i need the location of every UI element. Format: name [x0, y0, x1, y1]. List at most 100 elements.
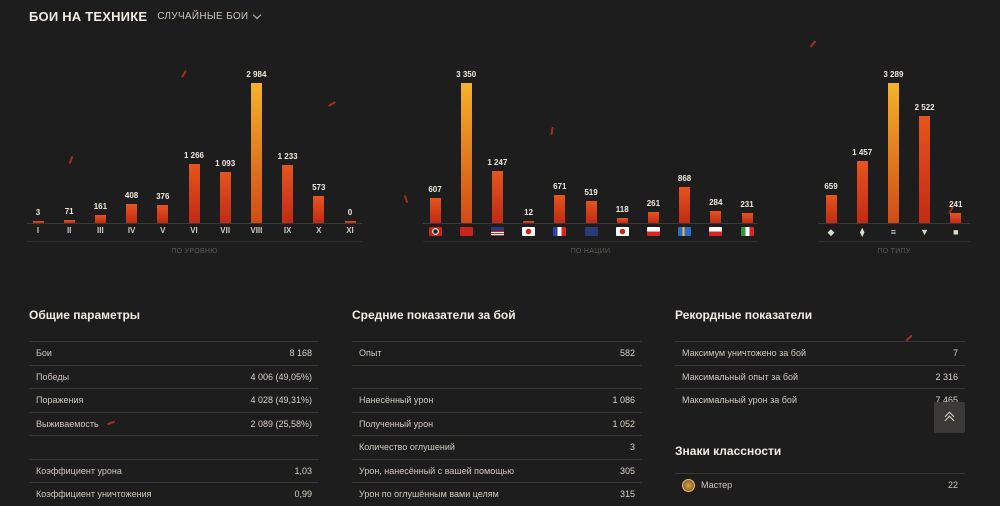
- bar[interactable]: [887, 83, 899, 223]
- bar-value-label: 1 457: [852, 148, 873, 157]
- stat-row: Победы 4 006 (49,05%): [29, 364, 319, 389]
- stat-label: Бои: [36, 348, 52, 359]
- bar-column: 1 233: [278, 40, 298, 223]
- bar[interactable]: [554, 195, 566, 223]
- bar[interactable]: [126, 204, 138, 223]
- header: БОИ НА ТЕХНИКЕ СЛУЧАЙНЫЕ БОИ: [29, 9, 262, 24]
- bar[interactable]: [460, 83, 472, 223]
- stat-value: 0,99: [294, 489, 312, 500]
- stat-row: Бои 8 168: [29, 341, 319, 365]
- bar[interactable]: [282, 165, 294, 223]
- chart-x-labels: ◆ ⧫ ≡ ▼ ■: [818, 226, 970, 240]
- bar-column: 2 984: [246, 40, 266, 223]
- mastery-badges-panel: Знаки классности Мастер 22: [675, 444, 965, 496]
- stat-value: 2 316: [935, 371, 958, 382]
- bar[interactable]: [523, 221, 535, 223]
- germany-flag-icon: [428, 227, 442, 236]
- stat-value: 305: [619, 465, 635, 476]
- bar-value-label: 261: [646, 199, 661, 208]
- bar[interactable]: [429, 198, 441, 223]
- bar-column: 1 247: [487, 40, 507, 223]
- bar[interactable]: [219, 172, 231, 223]
- bar-column: 671: [550, 40, 570, 223]
- decorative-spark: [403, 194, 409, 204]
- bar[interactable]: [856, 161, 868, 223]
- stat-value: 4 028 (49,31%): [250, 395, 312, 406]
- stat-row: Количество оглушений 3: [352, 435, 642, 459]
- bar[interactable]: [344, 221, 356, 223]
- bar[interactable]: [188, 164, 200, 223]
- bar-value-label: 573: [312, 183, 326, 192]
- bar-column: 408: [122, 40, 142, 223]
- panel-title: Средние показатели за бой: [352, 308, 516, 322]
- spg-icon: ■: [953, 227, 959, 237]
- bar[interactable]: [679, 187, 691, 223]
- france-flag-icon: [553, 227, 567, 236]
- bar[interactable]: [491, 171, 503, 223]
- bar[interactable]: [32, 221, 44, 223]
- tier-label: VI: [190, 226, 198, 235]
- bar-value-label: 231: [740, 200, 754, 209]
- bar[interactable]: [919, 116, 931, 223]
- bar-column: 241: [946, 40, 966, 223]
- bar[interactable]: [825, 195, 837, 223]
- bar[interactable]: [647, 212, 659, 223]
- bar-column: 1 457: [852, 40, 872, 223]
- stat-row: Опыт 582: [352, 341, 642, 365]
- stat-row: Нанесённый урон 1 086: [352, 388, 642, 412]
- stat-value: 8 168: [289, 348, 312, 359]
- bar[interactable]: [585, 201, 597, 223]
- stat-value: 2 089 (25,58%): [250, 418, 312, 429]
- stat-label: Победы: [36, 371, 70, 382]
- light-tank-icon: ◆: [827, 227, 835, 237]
- bar[interactable]: [950, 213, 962, 223]
- panel-title: Знаки классности: [675, 444, 782, 458]
- stat-value: 1,03: [294, 465, 312, 476]
- stats-rows: Опыт 582 Нанесённый урон 1 086 Полученный ур…: [352, 341, 642, 506]
- stat-row: Максимальный урон за бой 7 465: [675, 388, 965, 412]
- stat-row: Коэффициент урона 1,03: [29, 458, 319, 483]
- bar[interactable]: [157, 205, 169, 223]
- japan-flag-icon: [615, 227, 629, 236]
- bar-value-label: 2 984: [246, 70, 267, 79]
- chevron-down-icon: [253, 10, 262, 20]
- heavy-tank-icon: ≡: [890, 227, 897, 237]
- stat-label: Максимальный урон за бой: [682, 395, 797, 406]
- stat-row: Полученный урон 1 052: [352, 411, 642, 436]
- tier-label: X: [316, 226, 322, 235]
- bar[interactable]: [313, 196, 325, 223]
- bar-value-label: 0: [347, 208, 353, 217]
- battle-type-dropdown[interactable]: СЛУЧАЙНЫЕ БОИ: [157, 10, 262, 22]
- chart-by-type: 659 1 457 3 289 2 522 241 ◆ ⧫ ≡ ▼ ■ ПО ТИПУ: [818, 40, 970, 255]
- chart-x-caption: ПО НАЦИИ: [570, 248, 611, 255]
- tier-label: V: [160, 226, 166, 235]
- tier-label: VII: [220, 226, 231, 235]
- scroll-to-top-button[interactable]: [934, 402, 965, 433]
- bar[interactable]: [63, 220, 75, 223]
- stat-row: Максимум уничтожено за бой 7: [675, 341, 965, 365]
- czech-flag-icon: [646, 227, 660, 236]
- panel-title: Общие параметры: [29, 308, 141, 322]
- bar-column: 284: [706, 40, 726, 223]
- bar-value-label: 868: [677, 174, 692, 183]
- stat-value: 315: [619, 489, 635, 500]
- decorative-spark: [809, 40, 817, 48]
- bar-value-label: 3 350: [456, 70, 477, 79]
- bar-column: 231: [737, 40, 757, 223]
- stat-value: 1 052: [612, 418, 635, 429]
- bar[interactable]: [250, 83, 262, 223]
- bar[interactable]: [94, 215, 106, 223]
- bar[interactable]: [741, 213, 753, 223]
- bar-value-label: 659: [824, 182, 838, 191]
- bar-value-label: 671: [553, 182, 567, 191]
- stats-rows: Максимум уничтожено за бой 7 Максимальный …: [675, 341, 965, 412]
- chart-axis: [818, 223, 970, 224]
- china-flag-icon: [522, 227, 536, 236]
- chart-x-labels: I II III IV V VI VII VIII IX X XI: [27, 226, 362, 240]
- bar-value-label: 3 289: [883, 70, 904, 79]
- bar[interactable]: [710, 211, 722, 223]
- bar-column: 3 350: [456, 40, 476, 223]
- stat-value: 3: [629, 442, 635, 453]
- bar[interactable]: [616, 218, 628, 223]
- bar-column: 659: [821, 40, 841, 223]
